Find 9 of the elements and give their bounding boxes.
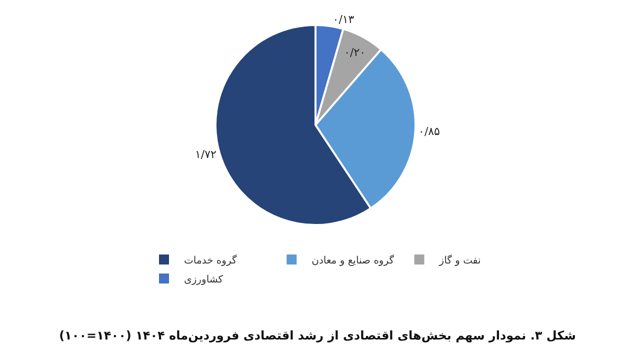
data-label: ۰/۲۰ <box>344 46 366 60</box>
legend-label: گروه صنایع و معادن <box>312 254 394 266</box>
data-label: ۰/۱۳ <box>332 13 354 26</box>
legend-label: نفت و گاز <box>438 254 481 266</box>
legend-label: کشاورزی <box>184 274 224 286</box>
text: شکل ۳. نمودار سهم بخش‌های اقتصادی از رشد اقتصادی فروردین‌ماه ۱۴۰۴ (۱۴۰۰=۱۰۰) <box>59 328 576 342</box>
legend-label: گروه خدمات <box>184 254 238 266</box>
data-label: ۱/۷۲ <box>194 148 216 161</box>
data-label: ۰/۸۵ <box>418 125 440 138</box>
